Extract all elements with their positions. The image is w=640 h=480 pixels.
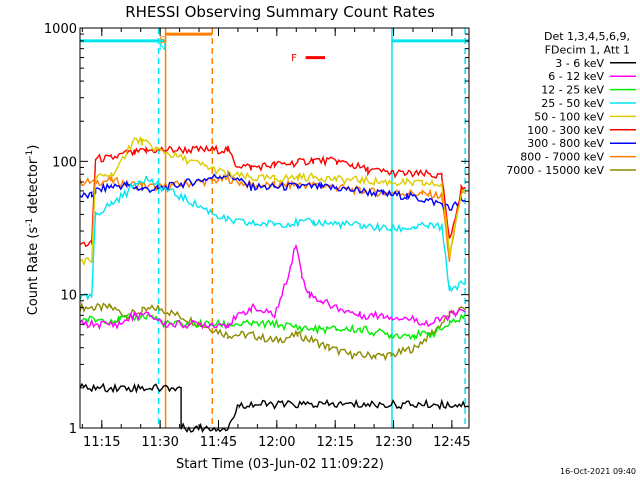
y-tick-label-1000: 1000 xyxy=(44,22,77,37)
series-line-12-25-kev xyxy=(79,311,466,342)
legend-label-100-300-kev: 100 - 300 keV xyxy=(527,124,604,137)
y-tick-label-1: 1 xyxy=(69,422,77,437)
x-tick-label-1230: 12:30 xyxy=(375,435,412,450)
y-axis-label-exp1: -1 xyxy=(25,218,35,227)
x-tick-label-1245: 12:45 xyxy=(433,435,470,450)
plot-area: 1 10 100 1000 11:15 11:30 11:45 12:00 12:15 12:30… xyxy=(44,22,471,450)
series-line-50-100-kev xyxy=(79,135,466,267)
series-line-6-12-kev xyxy=(79,244,466,331)
timestamp: 16-Oct-2021 09:40 xyxy=(560,467,636,476)
y-axis-label-main: Count Rate (s xyxy=(26,227,41,316)
legend-label-800-7000-kev: 800 - 7000 keV xyxy=(520,151,604,164)
plot-frame xyxy=(79,27,470,429)
y-tick-label-10: 10 xyxy=(60,289,77,304)
annotation-f: F xyxy=(291,53,297,64)
legend-header-1: FDecim 1, Att 1 xyxy=(545,43,630,56)
annotation-n: N xyxy=(159,42,166,53)
legend-label-3-6-kev: 3 - 6 keV xyxy=(555,57,604,70)
series-line-7000-15000-kev xyxy=(79,301,466,362)
y-tick-label-100: 100 xyxy=(52,155,77,170)
legend-label-6-12-kev: 6 - 12 keV xyxy=(548,70,604,83)
legend-label-50-100-kev: 50 - 100 keV xyxy=(534,110,604,123)
x-tick-label-1200: 12:00 xyxy=(258,435,295,450)
chart-title: RHESSI Observing Summary Count Rates xyxy=(125,3,435,21)
x-tick-label-1130: 11:30 xyxy=(141,435,178,450)
y-axis-label-end: ) xyxy=(26,145,41,150)
series-line-300-800-kev xyxy=(79,170,466,211)
legend-label-7000-15000-kev: 7000 - 15000 keV xyxy=(506,164,604,177)
y-axis-label: Count Rate (s-1 detector-1) xyxy=(25,145,41,316)
series-line-100-300-kev xyxy=(79,144,466,248)
legend-header-0: Det 1,3,4,5,6,9, xyxy=(544,30,630,43)
y-axis-label-exp2: -1 xyxy=(25,150,35,159)
series-line-25-50-kev xyxy=(79,175,466,301)
x-tick-label-1115: 11:15 xyxy=(83,435,120,450)
legend-label-300-800-kev: 300 - 800 keV xyxy=(527,137,604,150)
y-axis-label-mid: detector xyxy=(26,158,41,218)
x-tick-label-1215: 12:15 xyxy=(316,435,353,450)
series-line-3-6-kev xyxy=(79,382,470,434)
legend-label-12-25-kev: 12 - 25 keV xyxy=(541,84,604,97)
legend: Det 1,3,4,5,6,9,FDecim 1, Att 13 - 6 keV… xyxy=(506,30,636,177)
annotation-s: S xyxy=(159,35,165,46)
x-axis-label: Start Time (03-Jun-02 11:09:22) xyxy=(176,457,384,472)
legend-label-25-50-kev: 25 - 50 keV xyxy=(541,97,604,110)
x-tick-label-1145: 11:45 xyxy=(200,435,237,450)
